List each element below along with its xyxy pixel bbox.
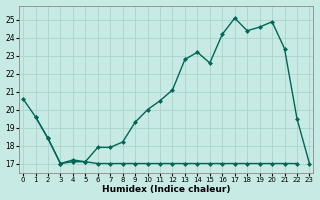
X-axis label: Humidex (Indice chaleur): Humidex (Indice chaleur) (102, 185, 230, 194)
